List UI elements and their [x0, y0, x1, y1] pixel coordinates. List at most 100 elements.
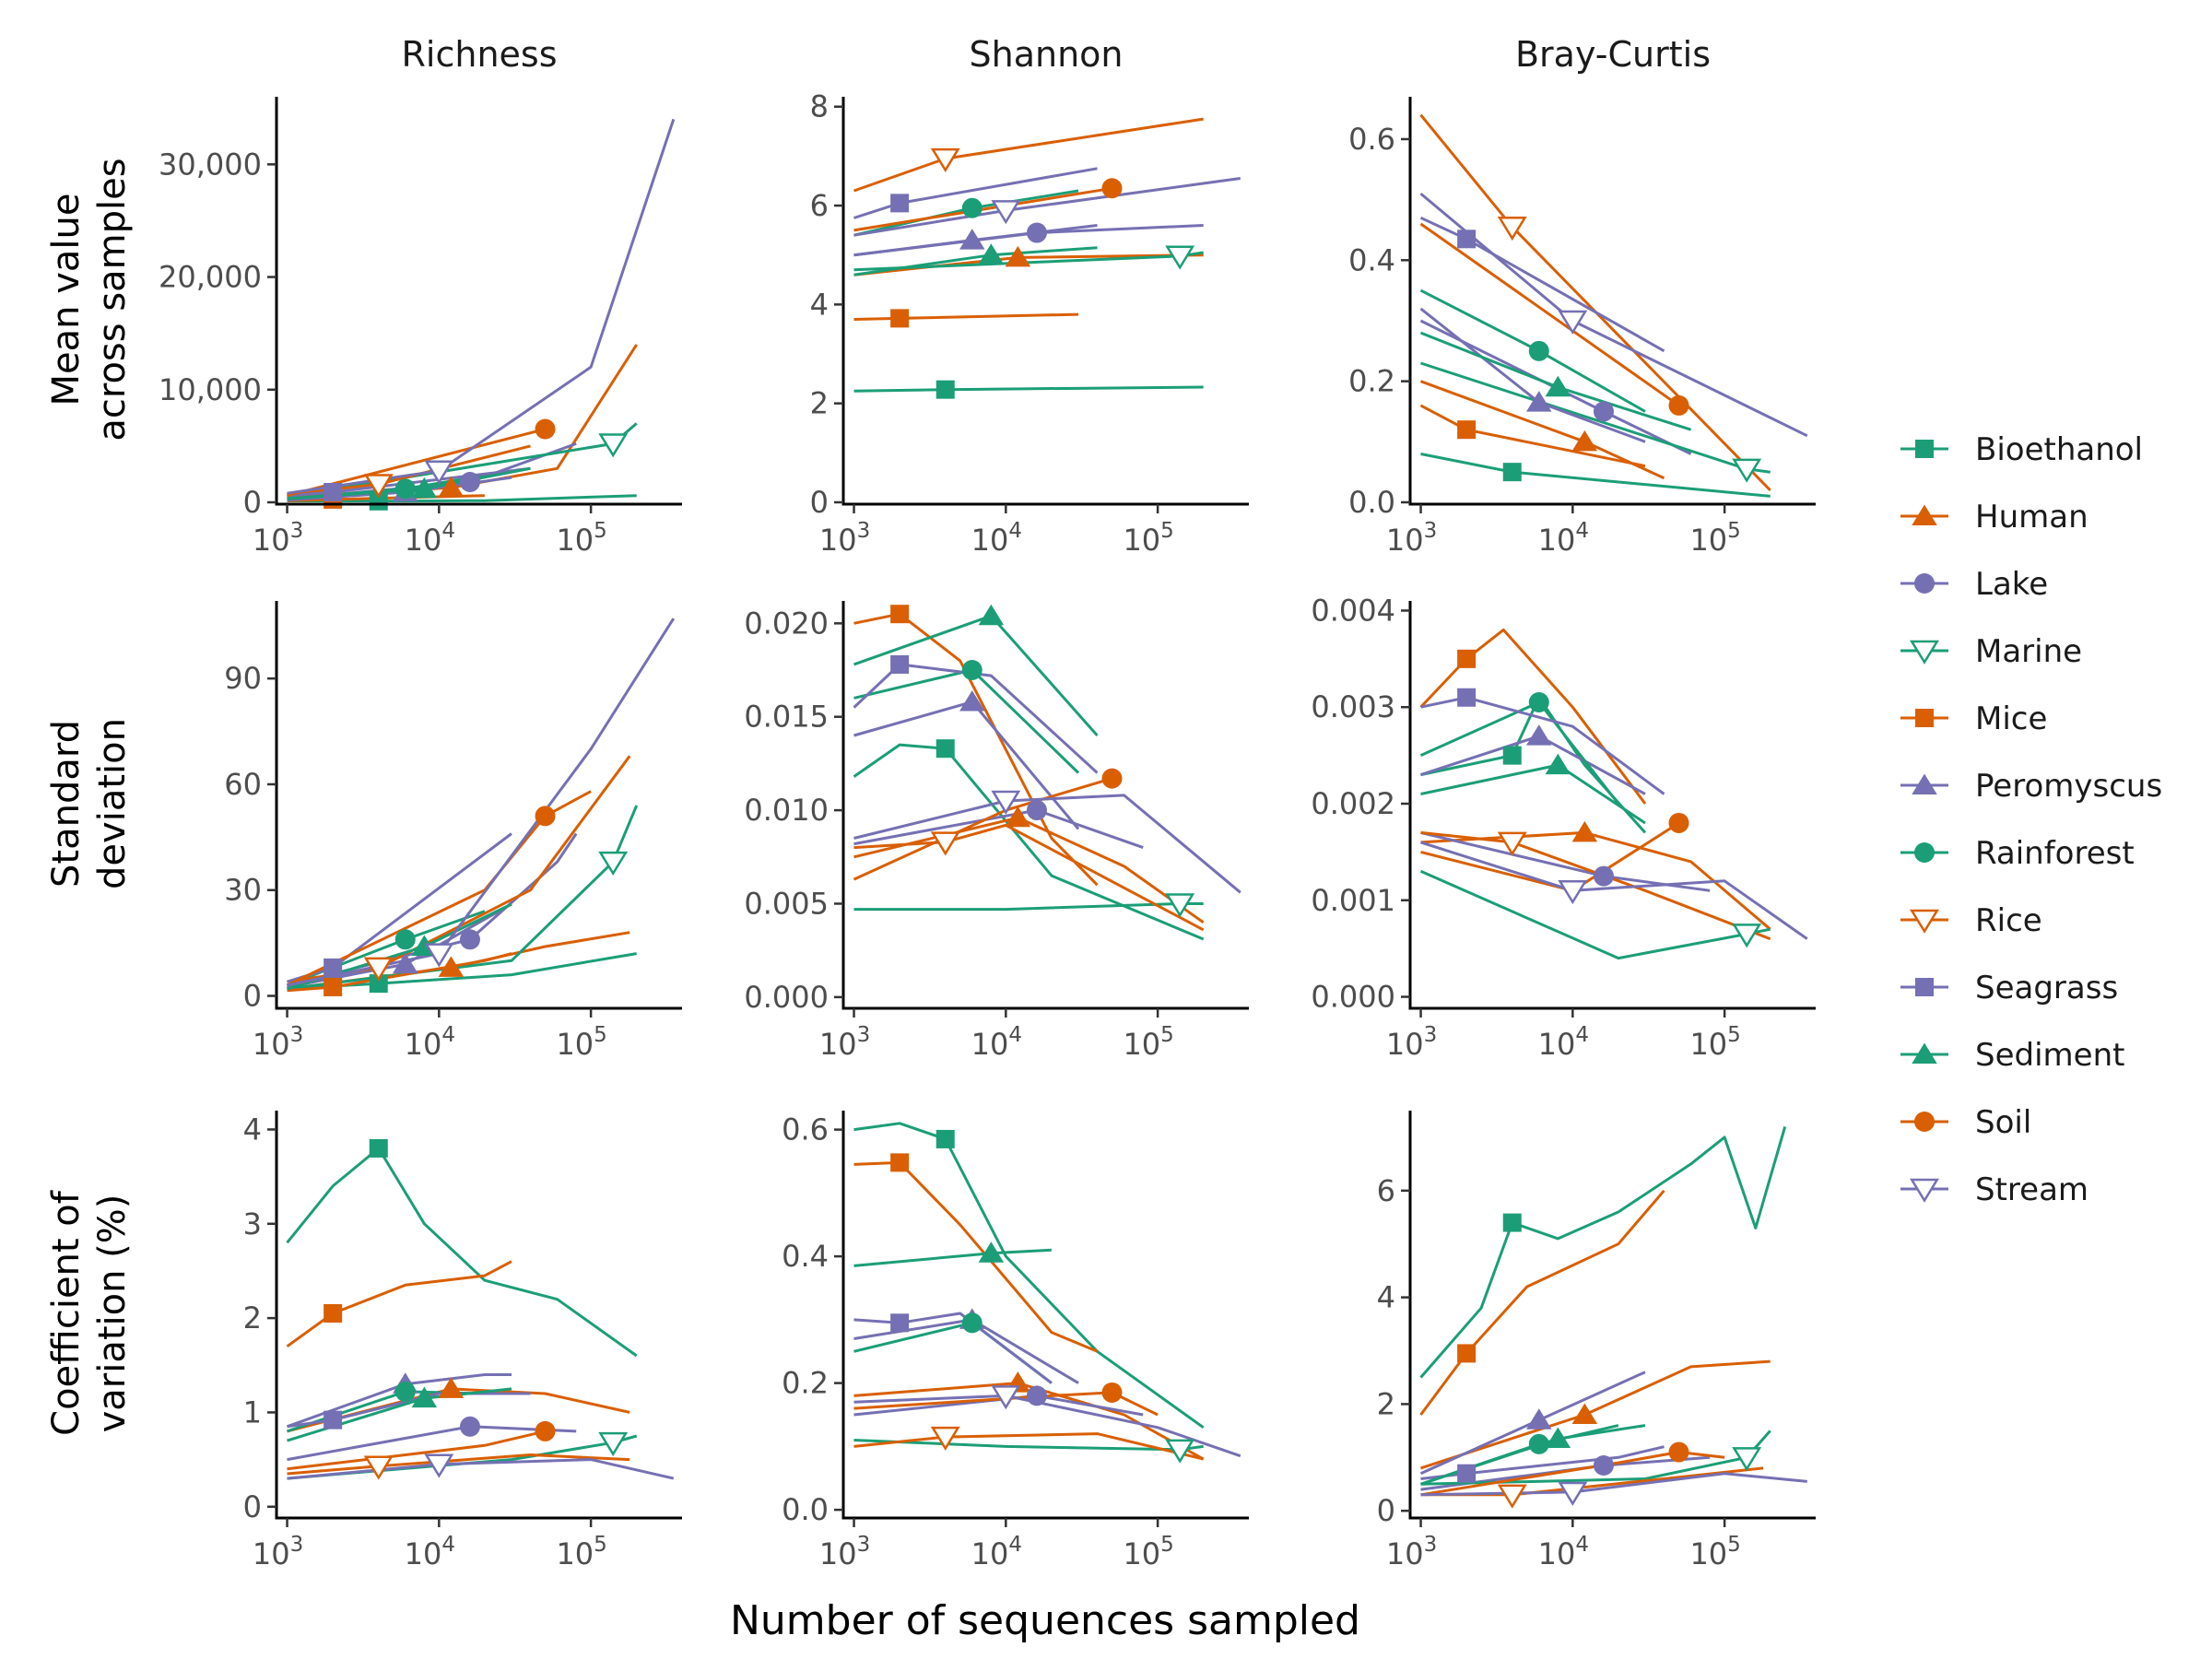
series-line-soil — [1420, 1451, 1725, 1497]
legend-item-soil: Soil — [1900, 1104, 2031, 1141]
x-tick-label: 103 — [819, 1023, 870, 1062]
series-line-seagrass — [853, 1312, 1053, 1384]
panel-standard-shannon: 0.000 0.005 0.010 0.015 0.020 103 104 105 — [744, 601, 1249, 1062]
marker-rice — [363, 474, 394, 499]
x-tick-label: 103 — [1386, 519, 1437, 558]
marker-sediment — [978, 604, 1005, 626]
legend-key-marker — [1915, 978, 1934, 996]
legend-label: Seagrass — [1975, 970, 2118, 1006]
x-tick-label: 103 — [1386, 1533, 1437, 1571]
panel-coefficient-of-shannon: 0.0 0.2 0.4 0.6 103 104 105 — [782, 1111, 1249, 1571]
series-line-mice — [1419, 628, 1647, 805]
legend: Bioethanol Human Lake Marine Mice Peromyscus R… — [1900, 431, 2162, 1208]
marker-human — [1571, 820, 1598, 842]
y-tick-label: 60 — [224, 767, 262, 802]
y-tick-label: 0 — [810, 485, 829, 520]
y-tick-label: 3 — [243, 1206, 262, 1241]
marker-stream — [1558, 310, 1588, 335]
y-tick-label: 0.6 — [782, 1112, 829, 1147]
series-line-soil — [287, 1430, 546, 1471]
legend-item-marine: Marine — [1900, 633, 2082, 670]
series-line-stream — [853, 794, 1241, 894]
series-line-marine — [853, 1439, 1204, 1452]
panel-mean-value-richness: 0 10,000 20,000 30,000 103 104 105 — [159, 97, 682, 558]
series-line-mice — [853, 612, 1099, 887]
marker-bioethanol — [935, 1129, 955, 1148]
y-tick-label: 6 — [810, 188, 829, 223]
panel-mean-value-shannon: 0 2 4 6 8 103 104 105 — [810, 89, 1249, 558]
legend-item-lake: Lake — [1900, 566, 2048, 603]
series-line-stream — [1420, 841, 1808, 940]
marker-sediment — [1545, 753, 1571, 775]
marker-sediment — [978, 1241, 1005, 1263]
marker-rice — [363, 1455, 394, 1480]
series-line-sediment — [853, 1248, 1052, 1267]
y-tick-label: 0.004 — [1311, 593, 1395, 628]
marker-bioethanol — [1502, 1213, 1522, 1232]
legend-item-stream: Stream — [1900, 1171, 2088, 1208]
series-line-peromyscus — [286, 1373, 512, 1429]
series-line-marine — [1420, 1430, 1771, 1486]
series-line-mice — [287, 952, 512, 993]
marker-rainforest — [394, 1381, 416, 1402]
y-tick-label: 0.005 — [744, 886, 829, 921]
marker-lake — [459, 1416, 480, 1437]
marker-stream — [991, 1385, 1021, 1410]
marker-mice — [890, 309, 910, 328]
series-line-rainforest — [853, 668, 1080, 774]
legend-item-sediment: Sediment — [1900, 1037, 2124, 1074]
series-line-rice — [1420, 830, 1771, 941]
series-line-bioethanol — [853, 385, 1204, 393]
series-line-human — [1420, 1359, 1771, 1470]
marker-rainforest — [1528, 340, 1549, 361]
y-tick-label: 0.000 — [1311, 980, 1395, 1015]
marker-bioethanol — [369, 974, 388, 994]
legend-label: Rainforest — [1975, 835, 2135, 872]
marker-seagrass — [1457, 688, 1477, 707]
marker-rice — [930, 831, 960, 856]
marker-human — [438, 1377, 465, 1398]
legend-item-mice: Mice — [1900, 700, 2047, 737]
y-tick-label: 2 — [810, 386, 829, 421]
x-tick-label: 105 — [556, 1023, 606, 1062]
legend-key-marker — [1914, 573, 1935, 594]
y-tick-label: 0.010 — [744, 793, 829, 828]
x-tick-label: 105 — [556, 519, 606, 558]
y-tick-label: 4 — [810, 287, 829, 322]
marker-lake — [1593, 401, 1614, 422]
legend-key-marker — [1912, 1042, 1937, 1064]
legend-item-rice: Rice — [1900, 902, 2042, 939]
axis-lines — [841, 97, 1249, 506]
panel-coefficient-of-richness: 0 1 2 3 4 103 104 105 — [243, 1111, 682, 1571]
x-tick-label: 104 — [405, 1533, 455, 1571]
axis-lines — [1408, 601, 1816, 1010]
x-tick-label: 105 — [1689, 1023, 1740, 1062]
marker-stream — [424, 1453, 454, 1478]
y-tick-label: 30 — [224, 873, 262, 908]
y-tick-label: 8 — [810, 89, 829, 124]
y-tick-label: 10,000 — [159, 372, 262, 407]
legend-item-peromyscus: Peromyscus — [1900, 768, 2162, 805]
series-line-mice — [853, 312, 1079, 321]
row-label-2: Standard deviation — [45, 718, 134, 889]
legend-key-marker — [1910, 640, 1939, 665]
x-tick-label: 104 — [405, 519, 455, 558]
marker-soil — [1668, 812, 1689, 833]
marker-soil — [535, 806, 556, 827]
legend-label: Peromyscus — [1975, 768, 2162, 805]
series-line-seagrass — [1419, 216, 1665, 353]
series-line-mice — [286, 1260, 512, 1348]
y-tick-label: 0.0 — [782, 1492, 829, 1527]
legend-key-marker — [1910, 1178, 1939, 1203]
marker-bioethanol — [369, 1138, 388, 1158]
marker-mice — [1457, 1344, 1477, 1363]
marker-lake — [459, 929, 480, 950]
legend-item-rainforest: Rainforest — [1900, 835, 2135, 872]
y-tick-label: 0.4 — [782, 1239, 829, 1274]
series-line-mice — [1419, 1189, 1665, 1416]
axis-lines — [1408, 97, 1816, 506]
series-line-soil — [853, 1391, 1159, 1417]
axis-lines — [841, 1111, 1249, 1520]
y-tick-label: 0.2 — [1348, 364, 1395, 399]
